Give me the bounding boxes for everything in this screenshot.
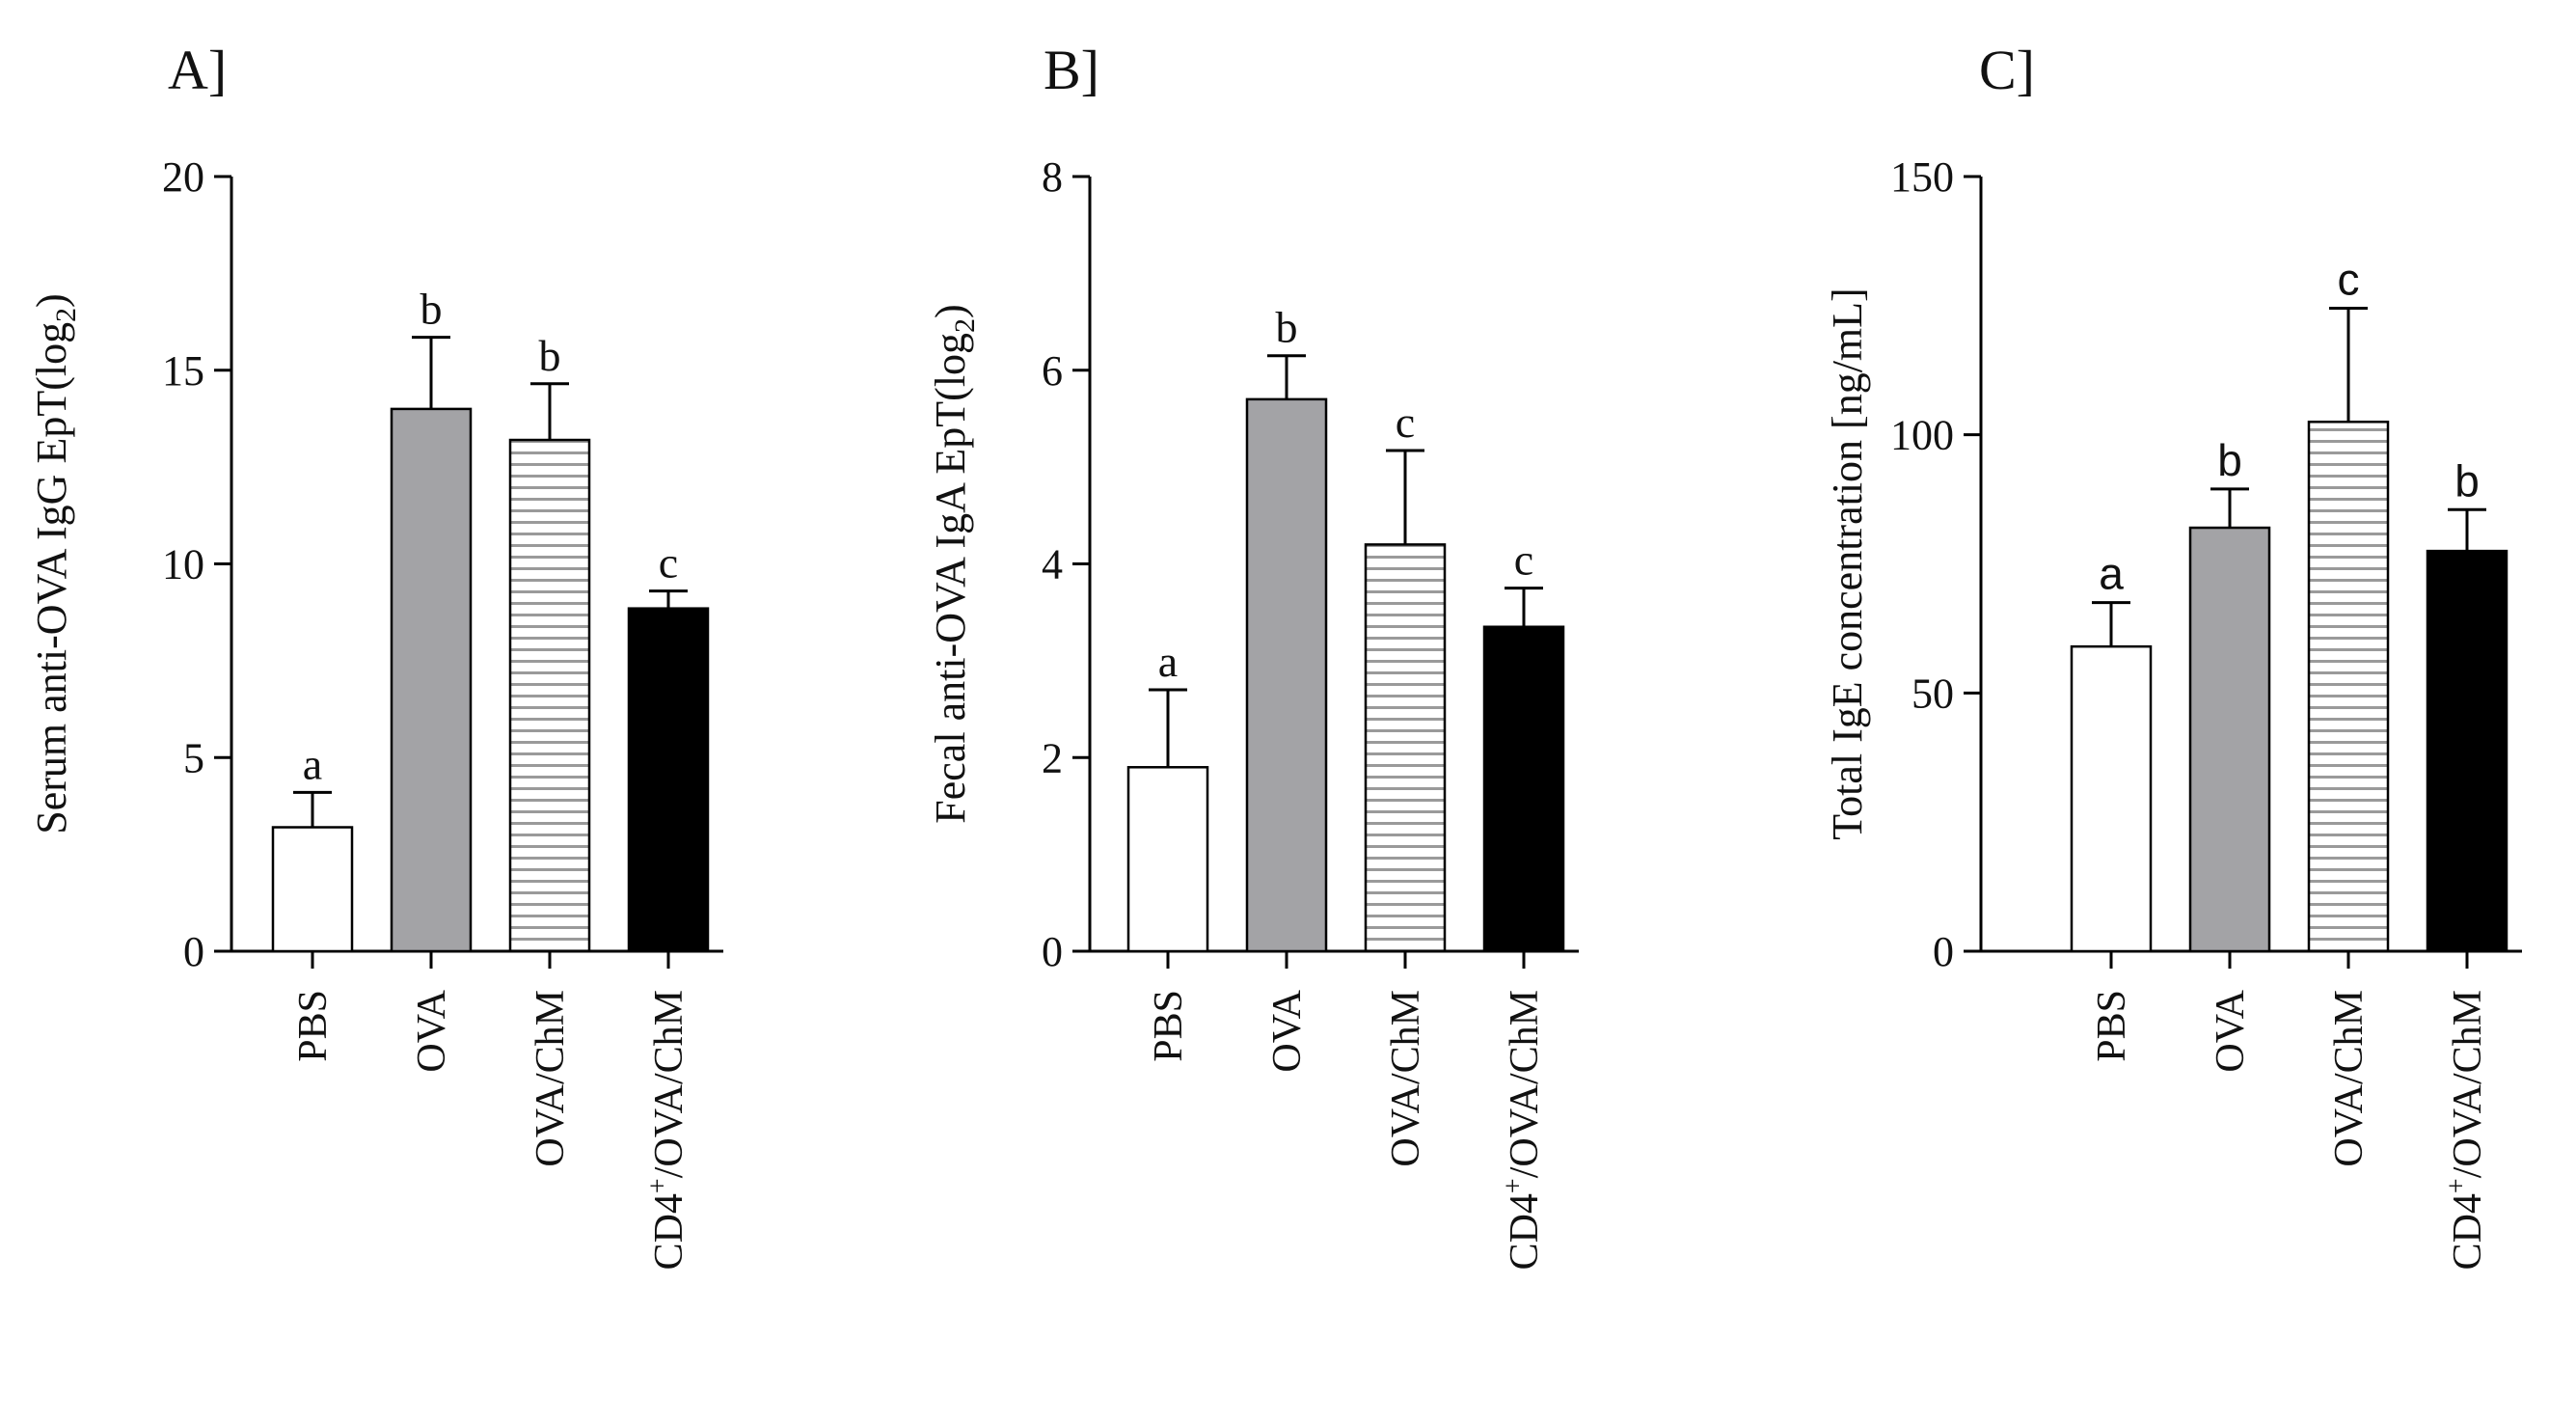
x-category-label: CD4+/OVA/ChM (1499, 990, 1547, 1270)
y-axis-label-main: Fecal anti-OVA IgA EpT(log (927, 333, 974, 824)
significance-letter: c (1396, 397, 1415, 447)
x-category-label-main: PBS (291, 990, 336, 1062)
bar (390, 407, 473, 953)
x-category-label-main: OVA/ChM (529, 990, 573, 1167)
y-axis-label-subscript: 2 (50, 308, 82, 322)
significance-letter: a (2099, 549, 2124, 599)
x-category-label-main: OVA/ChM (1384, 990, 1428, 1167)
x-category-label: OVA (410, 989, 454, 1072)
significance-letter: c (659, 538, 678, 588)
y-tick-label: 4 (1042, 541, 1063, 588)
x-category-label-main: CD4 (2446, 1193, 2490, 1270)
y-tick-label: 100 (1890, 412, 1954, 459)
y-axis-label: Total IgE concentration [ng/mL] (1824, 287, 1871, 839)
panel-label: B] (1044, 39, 1099, 101)
y-axis-label-close: ) (927, 304, 974, 318)
x-category-label: PBS (1147, 990, 1191, 1062)
y-tick-label: 0 (183, 928, 204, 975)
significance-letter: b (1276, 303, 1298, 352)
panel-label: C] (1979, 39, 2035, 101)
x-category-label: CD4+/OVA/ChM (643, 990, 691, 1270)
bar (2307, 421, 2390, 953)
bar (271, 826, 354, 953)
x-category-label: OVA/ChM (529, 990, 573, 1167)
bar (1364, 543, 1447, 953)
y-tick-label: 8 (1042, 153, 1063, 201)
y-tick-label: 50 (1912, 670, 1954, 717)
significance-letter: a (303, 739, 322, 788)
panel-a: A] 0 5 10 15 20 Serum anti-OVA IgG EpT(log2) a P… (28, 39, 723, 1270)
bar (2188, 526, 2271, 953)
bar (1126, 766, 1209, 953)
x-category-label: OVA/ChM (1384, 990, 1428, 1167)
x-category-label-main: OVA (410, 989, 454, 1072)
significance-letter: c (2338, 255, 2360, 305)
x-category-label-main: PBS (1147, 990, 1191, 1062)
x-category-label-main: OVA/ChM (2327, 990, 2372, 1167)
y-tick-label: 20 (162, 153, 204, 201)
y-tick-label: 15 (162, 347, 204, 395)
bar (1482, 625, 1565, 953)
x-category-label: PBS (2090, 990, 2134, 1062)
y-tick-label: 10 (162, 541, 204, 588)
x-category-label: CD4+/OVA/ChM (2442, 990, 2490, 1270)
x-category-label-rest: /OVA/ChM (2446, 990, 2490, 1178)
significance-letter: b (539, 331, 561, 380)
y-axis-label-main: Total IgE concentration [ng/mL] (1824, 287, 1871, 839)
significance-letter: b (420, 285, 443, 334)
x-category-label-main: OVA (1265, 989, 1310, 1072)
y-tick-label: 2 (1042, 734, 1063, 781)
x-category-label-main: PBS (2090, 990, 2134, 1062)
y-axis-label-main: Serum anti-OVA IgG EpT(log (28, 322, 75, 834)
significance-letter: a (1158, 637, 1178, 686)
x-category-label: OVA (1265, 989, 1310, 1072)
significance-letter: c (1514, 535, 1533, 585)
panel-label: A] (168, 39, 227, 101)
bar (2070, 644, 2153, 953)
x-category-label-rest: /OVA/ChM (647, 990, 691, 1178)
x-category-label: OVA/ChM (2327, 990, 2372, 1167)
bar (2426, 549, 2508, 953)
x-category-label-main: CD4 (1503, 1193, 1547, 1270)
y-axis-label-subscript: 2 (949, 318, 981, 333)
y-tick-label: 6 (1042, 347, 1063, 395)
x-category-label-main: CD4 (647, 1193, 691, 1270)
panel-c: C] 0 50 100 150 Total IgE concentration [ng/m… (1824, 39, 2522, 1270)
x-category-label: PBS (291, 990, 336, 1062)
y-tick-label: 150 (1890, 153, 1954, 201)
y-axis-label: Fecal anti-OVA IgA EpT(log2) (927, 304, 981, 823)
x-category-label: OVA (2209, 989, 2253, 1072)
y-axis-label-close: ) (28, 293, 75, 308)
bar (1245, 397, 1328, 953)
bar (627, 607, 710, 953)
y-tick-label: 5 (183, 734, 204, 781)
significance-letter: b (2217, 435, 2242, 485)
x-category-label-rest: /OVA/ChM (1503, 990, 1547, 1178)
x-category-label-main: OVA (2209, 989, 2253, 1072)
x-category-label-superscript: + (1499, 1178, 1529, 1193)
bar (508, 438, 591, 953)
y-tick-label: 0 (1042, 928, 1063, 975)
x-category-label-superscript: + (643, 1178, 673, 1193)
x-category-label-superscript: + (2442, 1178, 2472, 1193)
y-axis-label: Serum anti-OVA IgG EpT(log2) (28, 293, 82, 834)
y-tick-label: 0 (1933, 928, 1954, 975)
significance-letter: b (2454, 455, 2480, 506)
